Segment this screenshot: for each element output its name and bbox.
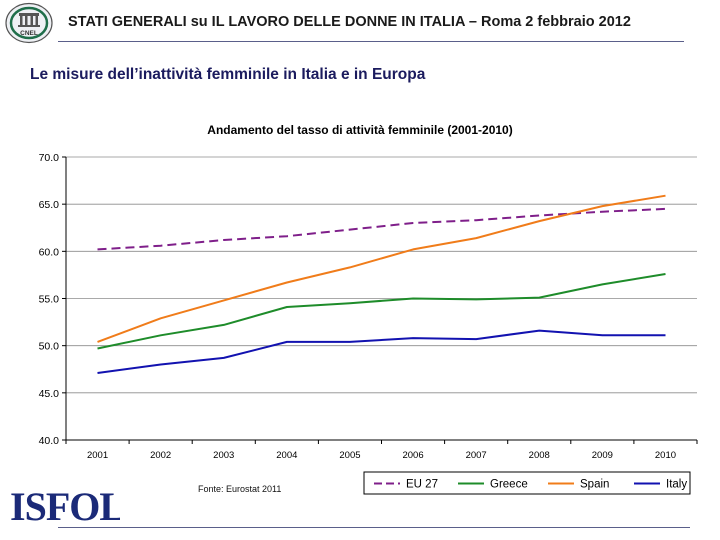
legend: EU 27 Greece Spain Italy [363, 471, 691, 495]
y-tick-label: 55.0 [39, 294, 60, 306]
series-line-italy [97, 329, 666, 374]
x-tick-label: 2010 [655, 450, 676, 461]
legend-label: Greece [490, 479, 528, 491]
legend-label: EU 27 [406, 479, 438, 491]
cnel-logo-label: CNEL [20, 30, 38, 37]
y-tick-label: 65.0 [39, 199, 60, 211]
cnel-logo: CNEL [5, 2, 53, 44]
x-tick-label: 2009 [592, 450, 613, 461]
series-line-spain [97, 194, 666, 343]
x-tick-label: 2003 [213, 450, 234, 461]
legend-box [363, 471, 691, 495]
source-note: Fonte: Eurostat 2011 [198, 484, 282, 494]
x-tick-label: 2005 [339, 450, 360, 461]
y-tick-label: 50.0 [39, 341, 60, 353]
y-tick-label: 70.0 [39, 152, 60, 164]
x-tick-label: 2008 [529, 450, 550, 461]
chart-title: Andamento del tasso di attività femminil… [207, 123, 512, 137]
legend-label: Spain [580, 479, 609, 491]
header-divider [58, 41, 684, 42]
legend-label: Italy [666, 479, 687, 491]
header-title: STATI GENERALI su IL LAVORO DELLE DONNE … [68, 14, 631, 30]
y-tick-label: 40.0 [39, 435, 60, 447]
x-tick-label: 2006 [402, 450, 423, 461]
series-line-greece [97, 273, 666, 350]
y-tick-label: 45.0 [39, 388, 60, 400]
x-tick-label: 2001 [87, 450, 108, 461]
x-tick-label: 2004 [276, 450, 297, 461]
isfol-logo-label: ISFOL [10, 484, 120, 529]
y-tick-label: 60.0 [39, 246, 60, 258]
footer-divider [58, 527, 690, 528]
isfol-logo: ISFOL [10, 484, 120, 529]
slide-title: Le misure dell’inattività femminile in I… [30, 66, 426, 83]
gridlines [66, 156, 697, 441]
series-lines [97, 194, 666, 374]
x-tick-label: 2007 [466, 450, 487, 461]
series-line-eu-27 [97, 207, 666, 251]
axes: 40.0 45.0 50.0 55.0 60.0 65.0 70.0 2001 2002 2003… [39, 152, 698, 461]
x-tick-label: 2002 [150, 450, 171, 461]
